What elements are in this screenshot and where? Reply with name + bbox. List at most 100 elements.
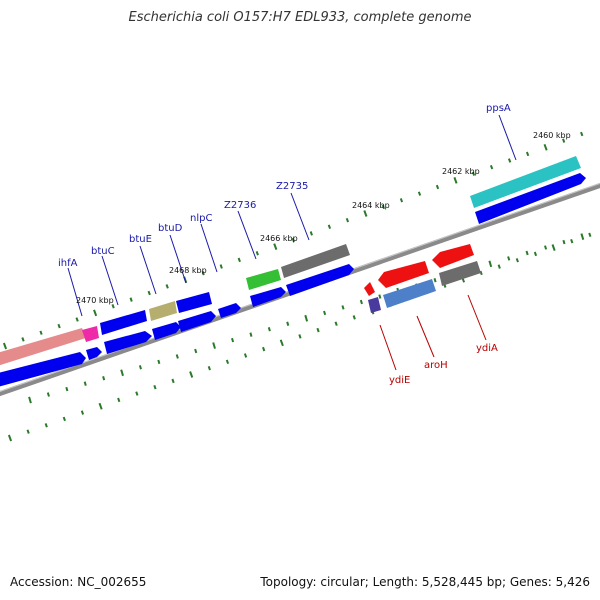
cds-6[interactable] xyxy=(218,303,241,318)
tick-mark xyxy=(201,270,205,276)
kbp-label-2462: 2462 kbp xyxy=(442,167,480,176)
tick-mark xyxy=(515,258,519,263)
tick-mark xyxy=(255,251,259,256)
feature-rev-cds-3[interactable] xyxy=(439,261,481,286)
cds-8[interactable] xyxy=(286,264,354,296)
kbp-label-2460: 2460 kbp xyxy=(533,131,571,140)
tick-mark xyxy=(551,244,556,251)
tick-mark xyxy=(138,365,142,370)
map-title: Escherichia coli O157:H7 EDL933, complet… xyxy=(128,10,472,25)
tick-mark xyxy=(225,359,230,365)
feature-ihfA[interactable] xyxy=(82,326,99,342)
cds-5[interactable] xyxy=(178,311,216,332)
tick-mark xyxy=(580,131,584,137)
feature-rev-cds-2[interactable] xyxy=(383,279,436,308)
feature-aroH[interactable] xyxy=(378,261,429,288)
tick-mark xyxy=(497,264,501,269)
tick-mark xyxy=(525,151,530,157)
feature-rev-cds-1[interactable] xyxy=(368,297,381,313)
tick-mark xyxy=(352,315,356,320)
tick-mark xyxy=(102,376,106,381)
cds-9[interactable] xyxy=(475,173,586,224)
tick-mark xyxy=(39,330,43,335)
feature-ppsA[interactable] xyxy=(470,156,581,208)
feature-btuE[interactable] xyxy=(149,301,177,321)
gene-label-nlpC[interactable]: nlpC xyxy=(190,213,212,224)
feature-ihfA-region[interactable] xyxy=(0,328,86,367)
cds-1[interactable] xyxy=(0,352,86,388)
tick-mark xyxy=(80,410,85,415)
accession-label: Accession: NC_002655 xyxy=(10,575,147,589)
cds-3[interactable] xyxy=(104,331,152,354)
forward-feature-row xyxy=(0,156,581,367)
tick-mark xyxy=(291,237,295,243)
gene-label-Z2736[interactable]: Z2736 xyxy=(224,200,256,211)
feature-ydiA[interactable] xyxy=(432,244,474,268)
kbp-label-2468: 2468 kbp xyxy=(169,266,207,275)
tick-mark xyxy=(453,177,458,184)
tick-mark xyxy=(525,250,529,256)
tick-mark xyxy=(65,386,69,392)
gene-label-Z2735[interactable]: Z2735 xyxy=(276,181,308,192)
leader-nlpC xyxy=(200,223,218,273)
tick-mark xyxy=(286,321,290,326)
tick-mark xyxy=(93,309,98,317)
leader-ydiA xyxy=(467,294,487,341)
cds-forward-row xyxy=(0,173,586,388)
tick-mark xyxy=(262,346,266,352)
gene-label-ihfA[interactable]: ihfA xyxy=(58,258,78,269)
tick-mark xyxy=(44,423,48,428)
tick-mark xyxy=(111,304,115,309)
gene-label-ydiE[interactable]: ydiE xyxy=(389,375,410,386)
tick-mark xyxy=(267,327,271,332)
tick-mark xyxy=(327,224,332,229)
tick-mark xyxy=(417,191,422,196)
tick-mark xyxy=(147,290,151,296)
gene-label-btuD[interactable]: btuD xyxy=(158,223,183,234)
gene-label-btuC[interactable]: btuC xyxy=(91,246,115,257)
tick-mark xyxy=(533,251,538,257)
feature-btuC[interactable] xyxy=(100,310,147,335)
tick-mark xyxy=(471,171,476,176)
tick-mark xyxy=(7,434,13,442)
reverse-feature-row xyxy=(364,244,481,313)
gene-label-aroH[interactable]: aroH xyxy=(424,360,448,371)
kbp-label-2464: 2464 kbp xyxy=(352,201,390,210)
feature-btuD[interactable] xyxy=(176,292,212,313)
cds-4[interactable] xyxy=(152,322,181,340)
tick-mark xyxy=(435,184,440,190)
feature-Z2735[interactable] xyxy=(281,244,350,278)
tick-mark xyxy=(207,365,211,371)
tick-mark xyxy=(279,339,284,347)
leader-ydiE xyxy=(379,324,397,371)
tick-mark xyxy=(359,299,363,305)
tick-mark xyxy=(175,354,179,359)
tick-mark xyxy=(570,238,574,244)
tick-mark xyxy=(273,243,278,250)
feature-Z2736[interactable] xyxy=(246,269,281,290)
tick-mark xyxy=(171,378,175,384)
leader-Z2735 xyxy=(290,192,310,241)
cds-2[interactable] xyxy=(86,347,102,360)
feature-ydiE[interactable] xyxy=(364,282,375,296)
gene-label-btuE[interactable]: btuE xyxy=(129,234,152,245)
tick-mark xyxy=(231,337,235,343)
tick-mark xyxy=(153,384,157,390)
cds-7[interactable] xyxy=(250,287,286,307)
leader-ihfA xyxy=(67,267,83,317)
tick-mark xyxy=(117,397,121,403)
tick-mark xyxy=(237,257,241,263)
gene-label-ppsA[interactable]: ppsA xyxy=(486,103,511,114)
tick-mark xyxy=(243,353,248,358)
tick-mark xyxy=(381,204,386,210)
leader-btuE xyxy=(139,245,157,295)
tick-mark xyxy=(588,232,592,238)
tick-mark xyxy=(489,164,494,170)
tick-mark xyxy=(21,337,25,342)
tick-mark xyxy=(488,260,493,268)
gene-label-ydiA[interactable]: ydiA xyxy=(476,343,498,354)
tick-mark xyxy=(249,332,253,337)
tick-mark xyxy=(2,342,8,350)
leader-ppsA xyxy=(498,114,517,161)
